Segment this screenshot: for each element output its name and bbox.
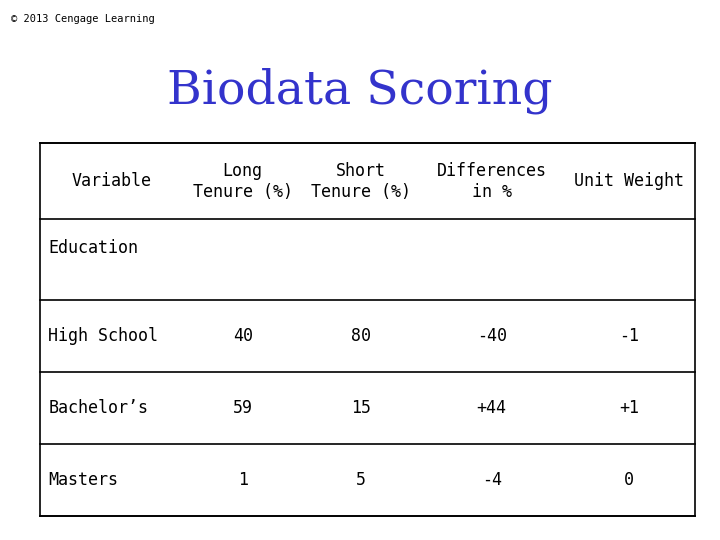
- Text: +44: +44: [477, 399, 507, 417]
- Text: Unit Weight: Unit Weight: [575, 172, 684, 190]
- Text: 40: 40: [233, 327, 253, 345]
- Text: -1: -1: [619, 327, 639, 345]
- Text: 59: 59: [233, 399, 253, 417]
- Text: © 2013 Cengage Learning: © 2013 Cengage Learning: [11, 14, 155, 24]
- Text: 5: 5: [356, 471, 366, 489]
- Text: Variable: Variable: [72, 172, 152, 190]
- Text: Long
Tenure (%): Long Tenure (%): [193, 162, 293, 201]
- Text: -40: -40: [477, 327, 507, 345]
- Text: Short
Tenure (%): Short Tenure (%): [310, 162, 410, 201]
- Text: High School: High School: [48, 327, 158, 345]
- Text: Education: Education: [48, 239, 138, 256]
- Text: +1: +1: [619, 399, 639, 417]
- Text: -4: -4: [482, 471, 502, 489]
- Text: Biodata Scoring: Biodata Scoring: [167, 68, 553, 114]
- Text: Differences
in %: Differences in %: [437, 162, 546, 201]
- Text: Masters: Masters: [48, 471, 118, 489]
- Text: 1: 1: [238, 471, 248, 489]
- Text: 0: 0: [624, 471, 634, 489]
- Text: 15: 15: [351, 399, 371, 417]
- Text: Bachelor’s: Bachelor’s: [48, 399, 148, 417]
- Text: 80: 80: [351, 327, 371, 345]
